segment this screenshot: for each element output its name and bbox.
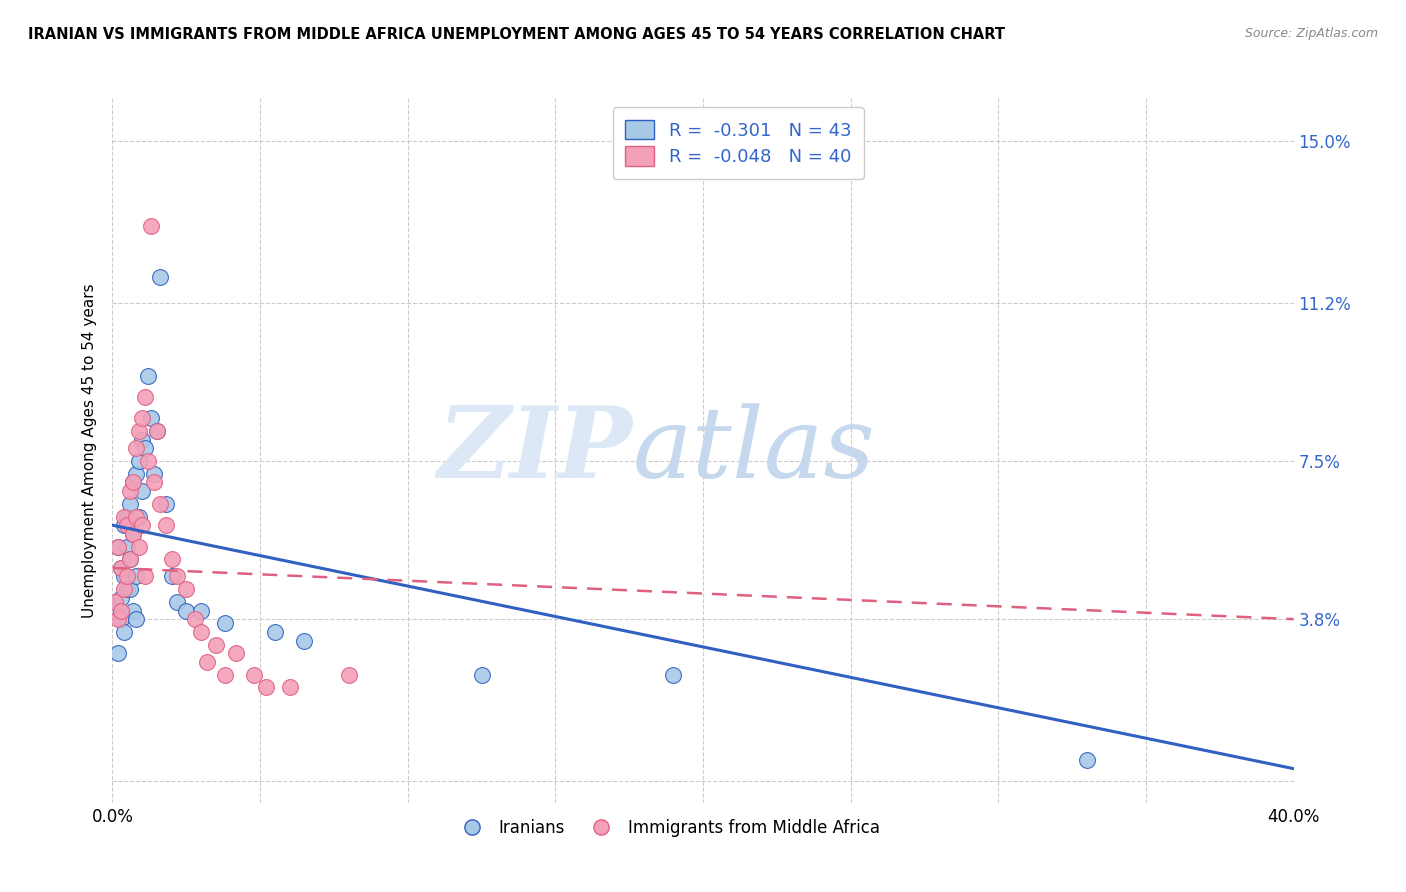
Point: [120, 497, 142, 511]
Point: [160, 552, 183, 566]
Point: [112, 624, 135, 639]
Point: [122, 475, 145, 490]
Point: [122, 526, 145, 541]
Point: [214, 616, 236, 631]
Point: [134, 442, 156, 456]
Point: [112, 569, 135, 583]
Point: [243, 667, 266, 681]
Point: [107, 646, 129, 660]
Point: [142, 475, 165, 490]
Text: IRANIAN VS IMMIGRANTS FROM MIDDLE AFRICA UNEMPLOYMENT AMONG AGES 45 TO 54 YEARS : IRANIAN VS IMMIGRANTS FROM MIDDLE AFRICA…: [28, 27, 1005, 42]
Point: [278, 681, 301, 695]
Point: [122, 526, 145, 541]
Point: [117, 569, 138, 583]
Point: [139, 411, 162, 425]
Point: [264, 624, 287, 639]
Point: [120, 483, 142, 498]
Legend: Iranians, Immigrants from Middle Africa: Iranians, Immigrants from Middle Africa: [449, 813, 887, 844]
Point: [128, 540, 150, 554]
Point: [149, 270, 172, 285]
Point: [112, 582, 135, 597]
Point: [166, 595, 188, 609]
Point: [122, 604, 145, 618]
Point: [136, 454, 159, 468]
Text: atlas: atlas: [633, 403, 875, 498]
Text: ZIP: ZIP: [437, 402, 633, 499]
Point: [110, 591, 132, 605]
Point: [104, 604, 127, 618]
Point: [128, 424, 150, 438]
Point: [205, 638, 228, 652]
Point: [190, 624, 212, 639]
Point: [110, 612, 132, 626]
Point: [122, 475, 145, 490]
Point: [195, 655, 218, 669]
Point: [128, 454, 150, 468]
Point: [107, 540, 129, 554]
Point: [125, 569, 148, 583]
Point: [337, 667, 360, 681]
Point: [125, 509, 148, 524]
Point: [155, 497, 177, 511]
Point: [117, 540, 138, 554]
Point: [125, 612, 148, 626]
Point: [225, 646, 247, 660]
Point: [125, 442, 148, 456]
Point: [117, 518, 138, 533]
Point: [131, 518, 153, 533]
Point: [128, 509, 150, 524]
Point: [470, 667, 494, 681]
Point: [292, 633, 315, 648]
Point: [190, 604, 212, 618]
Point: [131, 433, 153, 447]
Point: [184, 612, 207, 626]
Point: [146, 424, 169, 438]
Point: [117, 582, 138, 597]
Point: [662, 667, 685, 681]
Point: [112, 509, 135, 524]
Point: [155, 518, 177, 533]
Point: [110, 561, 132, 575]
Point: [139, 219, 162, 234]
Point: [136, 368, 159, 383]
Point: [107, 540, 129, 554]
Point: [149, 497, 172, 511]
Point: [166, 569, 188, 583]
Point: [112, 518, 135, 533]
Text: Source: ZipAtlas.com: Source: ZipAtlas.com: [1244, 27, 1378, 40]
Point: [104, 595, 127, 609]
Point: [160, 569, 183, 583]
Y-axis label: Unemployment Among Ages 45 to 54 years: Unemployment Among Ages 45 to 54 years: [82, 283, 97, 618]
Point: [120, 552, 142, 566]
Point: [254, 681, 277, 695]
Point: [110, 561, 132, 575]
Point: [1076, 753, 1098, 767]
Point: [117, 509, 138, 524]
Point: [146, 424, 169, 438]
Point: [131, 411, 153, 425]
Point: [134, 569, 156, 583]
Point: [131, 483, 153, 498]
Point: [120, 518, 142, 533]
Point: [120, 552, 142, 566]
Point: [174, 582, 197, 597]
Point: [214, 667, 236, 681]
Point: [142, 467, 165, 481]
Point: [125, 467, 148, 481]
Point: [120, 582, 142, 597]
Point: [107, 612, 129, 626]
Point: [110, 604, 132, 618]
Point: [174, 604, 197, 618]
Point: [134, 390, 156, 404]
